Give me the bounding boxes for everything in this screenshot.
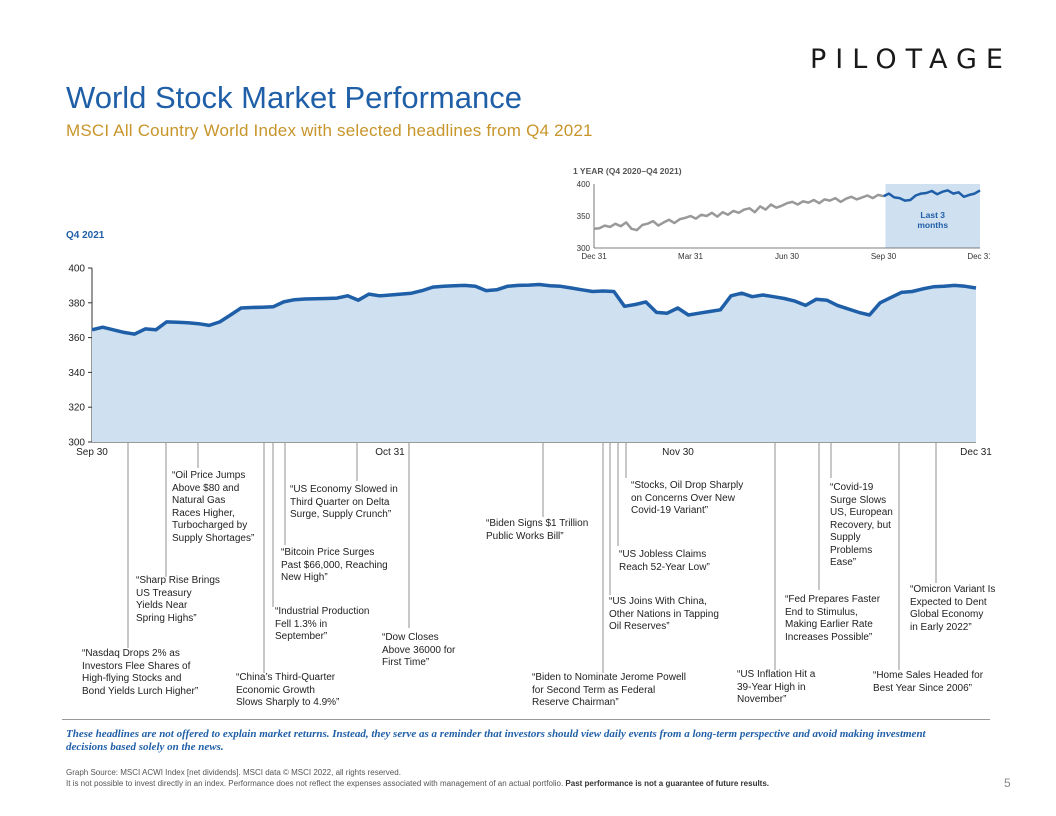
source-line-1: Graph Source: MSCI ACWI Index [net divid… [66, 768, 401, 777]
headline-annotation: “Covid-19 Surge Slows US, European Recov… [830, 482, 893, 568]
pilotage-logo: PILOTAGE [810, 44, 1012, 75]
headline-annotation: “Nasdaq Drops 2% as Investors Flee Share… [82, 648, 199, 697]
inset-y-tick-label: 400 [577, 180, 591, 189]
headline-annotation: “US Jobless Claims Reach 52-Year Low” [619, 549, 710, 573]
page-number: 5 [1004, 776, 1011, 790]
y-tick-label: 400 [68, 264, 85, 275]
divider [62, 719, 990, 720]
headline-annotation: “China’s Third-Quarter Economic Growth S… [236, 672, 340, 708]
inset-last3-line [882, 189, 981, 202]
main-chart-title: Q4 2021 [66, 230, 105, 241]
inset-highlight-label-2: months [917, 220, 948, 230]
inset-highlight-label-1: Last 3 [920, 210, 945, 220]
headline-annotation: “US Inflation Hit a 39-Year High in Nove… [737, 669, 816, 705]
inset-x-tick-label: Jun 30 [775, 252, 800, 261]
headline-annotation: “Oil Price Jumps Above $80 and Natural G… [172, 470, 255, 544]
source-line-2-text: It is not possible to invest directly in… [66, 779, 564, 788]
inset-x-tick-label: Dec 31 [581, 252, 607, 261]
headline-annotation: “Dow Closes Above 36000 for First Time” [382, 632, 456, 668]
headline-annotation: “Stocks, Oil Drop Sharply on Concerns Ov… [631, 480, 744, 516]
y-tick-label: 360 [68, 333, 85, 344]
inset-year-line [593, 193, 884, 232]
inset-highlight [885, 184, 980, 248]
page-subtitle: MSCI All Country World Index with select… [66, 121, 593, 140]
inset-x-tick-label: Mar 31 [678, 252, 703, 261]
inset-title: 1 YEAR (Q4 2020–Q4 2021) [573, 166, 682, 176]
y-tick-label: 340 [68, 368, 85, 379]
headline-annotation: “Sharp Rise Brings US Treasury Yields Ne… [136, 575, 220, 624]
headline-annotation: “US Joins With China, Other Nations in T… [609, 596, 719, 632]
logo-text: PILOTAGE [810, 44, 1012, 75]
headline-annotation: “US Economy Slowed in Third Quarter on D… [290, 484, 398, 520]
headline-annotation: “Bitcoin Price Surges Past $66,000, Reac… [281, 547, 388, 583]
inset-x-tick-label: Sep 30 [871, 252, 897, 261]
headline-annotation: “Fed Prepares Faster End to Stimulus, Ma… [785, 594, 881, 643]
x-tick-label: Nov 30 [662, 447, 694, 458]
headline-annotation: “Home Sales Headed for Best Year Since 2… [873, 670, 984, 694]
headline-annotation: “Industrial Production Fell 1.3% in Sept… [275, 606, 370, 642]
source-notes: Graph Source: MSCI ACWI Index [net divid… [66, 767, 769, 789]
series-line [91, 282, 977, 336]
y-tick-label: 380 [68, 298, 85, 309]
y-tick-label: 320 [68, 403, 85, 414]
x-tick-label: Sep 30 [76, 447, 108, 458]
inset-y-tick-label: 300 [577, 244, 591, 253]
page-title: World Stock Market Performance [66, 80, 522, 115]
inset-y-tick-label: 350 [577, 212, 591, 221]
headline-annotation: “Omicron Variant Is Expected to Dent Glo… [910, 584, 996, 633]
main-chart: 300 320 340 360 380 400 Sep 30 Oct 31 Nov 30 Dec … [68, 264, 992, 673]
headline-annotation: “Biden to Nominate Jerome Powell for Sec… [532, 672, 686, 708]
y-tick-label: 300 [68, 438, 85, 449]
x-tick-label: Oct 31 [375, 447, 405, 458]
inset-x-tick-label: Dec 31 [967, 252, 990, 261]
x-tick-label: Dec 31 [960, 447, 992, 458]
source-line-2-bold: Past performance is not a guarantee of f… [565, 779, 770, 788]
area-fill [92, 284, 976, 442]
disclaimer: These headlines are not offered to expla… [66, 728, 926, 753]
source-line-2: It is not possible to invest directly in… [66, 778, 769, 789]
headline-annotation: “Biden Signs $1 Trillion Public Works Bi… [486, 518, 589, 542]
